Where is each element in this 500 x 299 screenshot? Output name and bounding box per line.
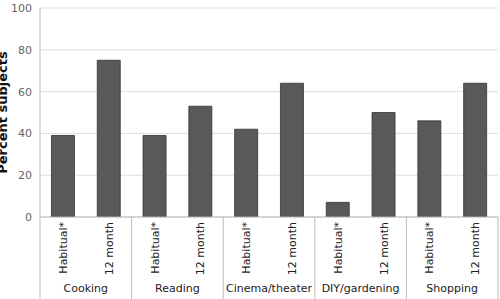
svg-text:Habitual*: Habitual* xyxy=(332,222,345,274)
svg-text:Shopping: Shopping xyxy=(426,282,478,295)
svg-text:Habitual*: Habitual* xyxy=(149,222,162,274)
svg-text:Reading: Reading xyxy=(155,282,200,295)
svg-text:20: 20 xyxy=(18,169,32,182)
svg-text:Habitual*: Habitual* xyxy=(240,222,253,274)
svg-text:Cooking: Cooking xyxy=(64,282,109,295)
svg-text:60: 60 xyxy=(18,86,32,99)
svg-text:DIY/gardening: DIY/gardening xyxy=(322,282,400,295)
svg-text:12 month: 12 month xyxy=(469,222,482,275)
svg-text:12 month: 12 month xyxy=(103,222,116,275)
svg-text:80: 80 xyxy=(18,44,32,57)
svg-text:12 month: 12 month xyxy=(194,222,207,275)
svg-text:Percent subjects: Percent subjects xyxy=(8,51,10,174)
svg-text:12 month: 12 month xyxy=(286,222,299,275)
svg-text:Habitual*: Habitual* xyxy=(57,222,70,274)
svg-text:Cinema/theater: Cinema/theater xyxy=(226,282,313,295)
svg-text:40: 40 xyxy=(18,127,32,140)
svg-text:100: 100 xyxy=(11,2,32,15)
svg-text:Habitual*: Habitual* xyxy=(423,222,436,274)
svg-text:0: 0 xyxy=(25,211,32,224)
svg-text:12 month: 12 month xyxy=(378,222,391,275)
